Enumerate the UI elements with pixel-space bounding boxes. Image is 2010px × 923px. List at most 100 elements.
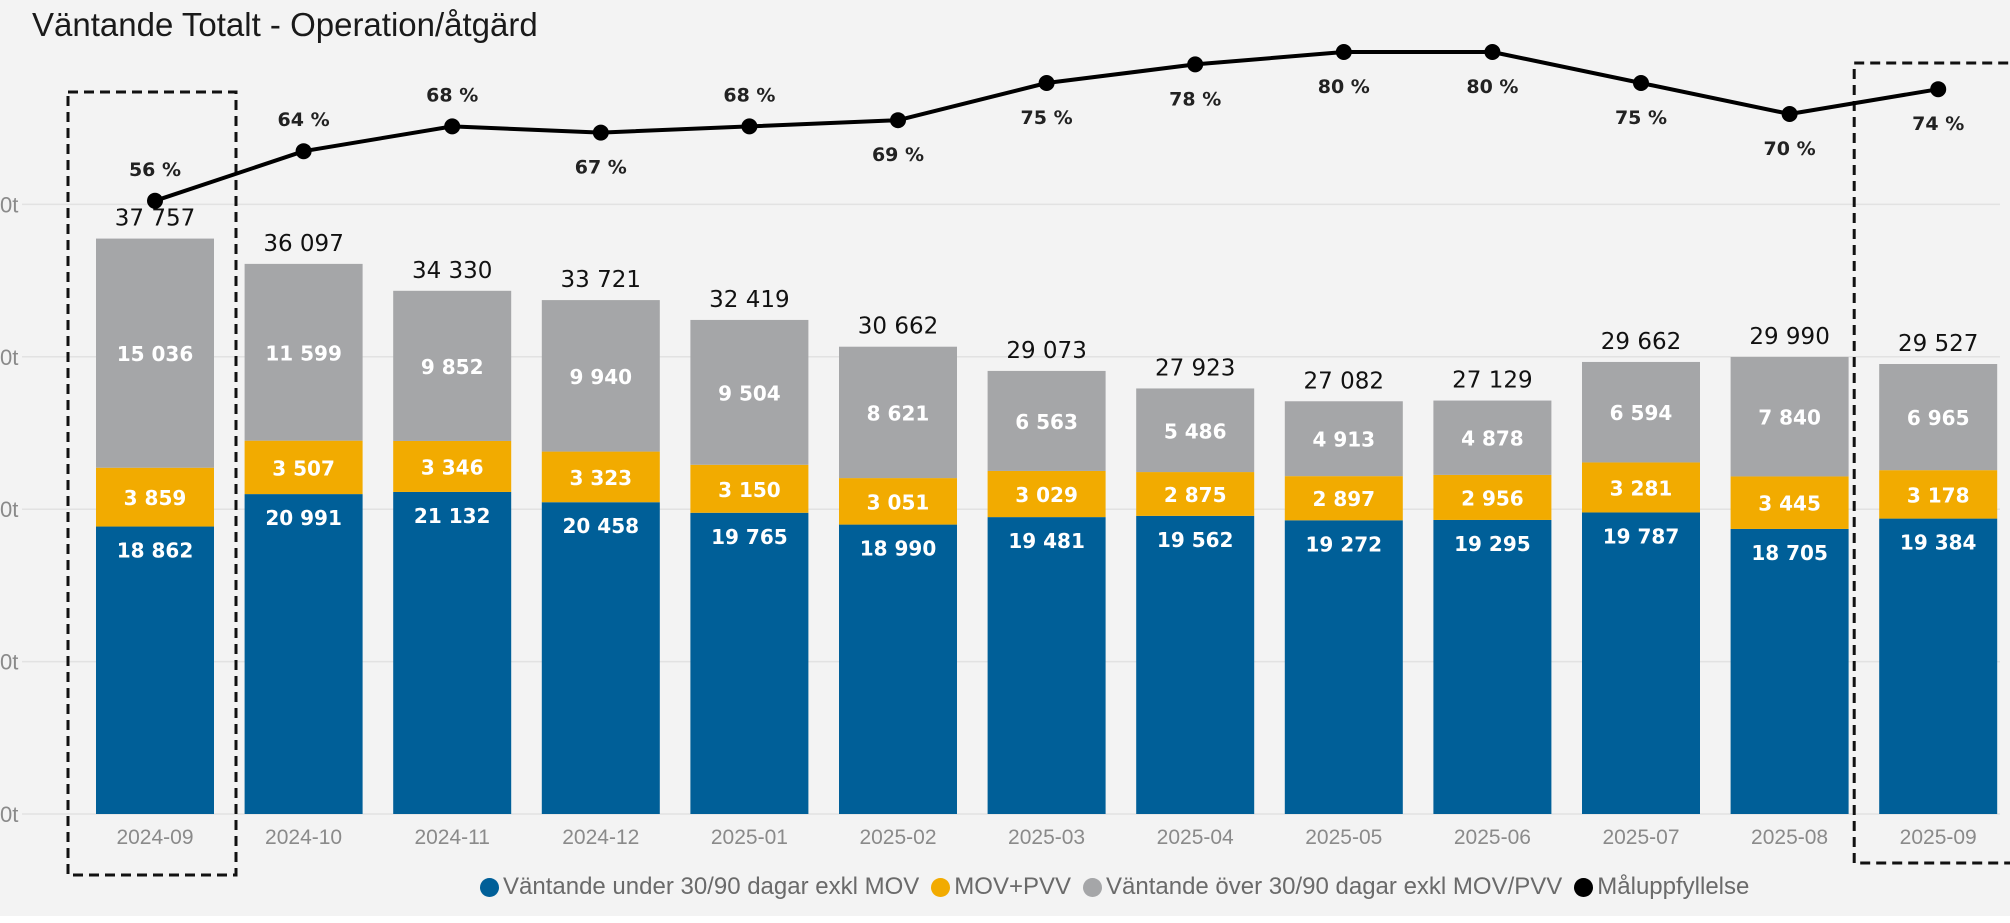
bar-value-label: 20 991 [265, 506, 342, 530]
bar-total-label: 37 757 [115, 206, 195, 232]
bar-segment [393, 491, 512, 814]
x-tick-label: 2025-07 [1602, 826, 1679, 849]
bar-segment [1284, 520, 1403, 814]
bar-value-label: 3 346 [421, 455, 484, 479]
legend-item: Väntande under 30/90 dagar exkl MOV [480, 873, 919, 901]
bar-segment [839, 478, 957, 525]
bar-value-label: 3 051 [867, 490, 930, 514]
x-tick-label: 2025-08 [1751, 826, 1828, 849]
legend-marker-icon [1574, 877, 1594, 897]
bar-value-label: 2 897 [1312, 487, 1375, 511]
y-tick-label: 0t [0, 650, 18, 675]
x-tick-label: 2024-10 [265, 826, 342, 849]
line-point [1484, 44, 1501, 60]
line-value-label: 75 % [1615, 107, 1667, 129]
bar-segment [1879, 364, 1998, 471]
bar-value-label: 19 384 [1900, 531, 1977, 555]
line-value-label: 64 % [278, 109, 330, 131]
bar-value-label: 3 178 [1907, 483, 1970, 507]
line-value-label: 75 % [1021, 107, 1073, 129]
bar-total-label: 32 419 [709, 287, 789, 313]
line-value-label: 80 % [1318, 76, 1370, 98]
line-point [1633, 75, 1649, 91]
bar-segment [1136, 388, 1255, 473]
bar-value-label: 6 965 [1907, 406, 1970, 430]
x-tick-label: 2025-09 [1900, 826, 1977, 849]
bar-segment [244, 494, 363, 814]
bar-value-label: 15 036 [117, 342, 194, 366]
bar-segment [1582, 512, 1700, 814]
line-value-label: 69 % [872, 144, 924, 166]
bar-segment [244, 440, 363, 495]
line-point [295, 143, 312, 160]
line-point [1781, 106, 1798, 122]
bar-total-label: 34 330 [412, 258, 492, 284]
bar-value-label: 19 787 [1603, 524, 1680, 548]
bar-value-label: 8 621 [867, 401, 930, 425]
bar-segment [541, 451, 660, 503]
bar-value-label: 20 458 [563, 514, 640, 538]
line-value-label: 80 % [1466, 76, 1518, 98]
x-tick-label: 2025-01 [711, 826, 788, 849]
bar-segment [1136, 472, 1255, 516]
bar-segment [1730, 528, 1849, 814]
bar-value-label: 4 913 [1312, 428, 1375, 452]
bar-segment [690, 464, 809, 513]
bar-segment [1433, 519, 1552, 814]
x-tick-label: 2025-05 [1305, 826, 1382, 849]
bar-segment [690, 319, 809, 465]
bar-value-label: 7 840 [1758, 406, 1821, 430]
legend-label: Väntande under 30/90 dagar exkl MOV [503, 873, 920, 900]
bar-value-label: 6 594 [1610, 401, 1673, 425]
bar-segment [1433, 474, 1552, 520]
chart-legend: Väntande under 30/90 dagar exkl MOV MOV+P… [480, 873, 1761, 901]
line-point [592, 124, 609, 141]
bar-value-label: 19 562 [1157, 528, 1234, 552]
bar-value-label: 3 150 [718, 478, 781, 502]
legend-label: MOV+PVV [954, 873, 1071, 900]
line-value-label: 78 % [1169, 88, 1221, 110]
bar-value-label: 3 029 [1015, 483, 1078, 507]
bar-value-label: 9 940 [569, 365, 632, 389]
x-tick-label: 2024-12 [562, 826, 639, 849]
line-point [147, 192, 163, 209]
line-value-label: 74 % [1912, 113, 1964, 135]
x-tick-label: 2025-06 [1454, 826, 1531, 849]
bar-value-label: 3 323 [569, 466, 632, 490]
bar-value-label: 11 599 [265, 341, 342, 365]
highlight-box [1852, 61, 2010, 865]
bar-total-label: 27 129 [1452, 368, 1532, 394]
bar-value-label: 2 875 [1164, 483, 1227, 507]
bar-segment [1284, 476, 1403, 521]
bar-total-label: 36 097 [263, 231, 343, 257]
bar-segment [541, 300, 660, 452]
bar-value-label: 6 563 [1015, 410, 1078, 434]
line-point [1930, 81, 1947, 98]
bar-total-label: 27 082 [1304, 368, 1384, 394]
bar-segment [244, 263, 363, 441]
y-tick-label: 0t [0, 192, 18, 217]
legend-item: MOV+PVV [931, 873, 1071, 901]
bar-segment [690, 512, 809, 814]
bar-segment [1582, 462, 1700, 513]
bar-total-label: 29 662 [1601, 329, 1681, 355]
x-tick-label: 2025-03 [1008, 826, 1085, 849]
bar-segment [96, 238, 214, 468]
bar-value-label: 21 132 [414, 504, 491, 528]
legend-marker-icon [1083, 877, 1102, 897]
bar-value-label: 19 272 [1306, 532, 1383, 556]
bar-segment [987, 517, 1106, 814]
bar-value-label: 18 862 [117, 539, 194, 563]
legend-label: Måluppfyllelse [1597, 873, 1750, 900]
bar-segment [1136, 515, 1255, 814]
bar-total-label: 29 073 [1006, 338, 1086, 364]
legend-item: Måluppfyllelse [1574, 873, 1749, 901]
line-point [1187, 56, 1204, 73]
bar-value-label: 19 481 [1008, 529, 1085, 553]
bar-segment [393, 440, 512, 492]
bar-value-label: 4 878 [1461, 427, 1524, 451]
bar-value-label: 9 504 [718, 381, 781, 405]
bar-total-label: 30 662 [858, 314, 938, 340]
highlight-box [66, 90, 238, 877]
